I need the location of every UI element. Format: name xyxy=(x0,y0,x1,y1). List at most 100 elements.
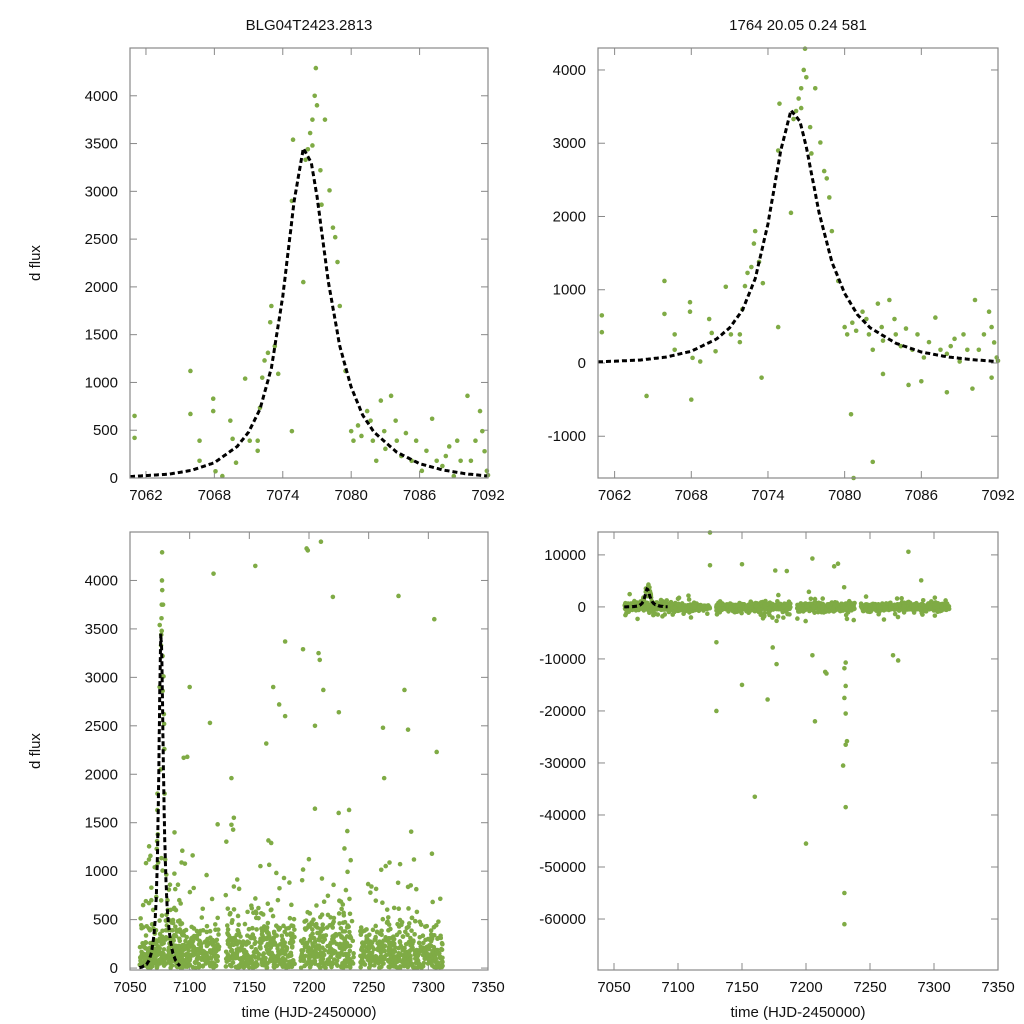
data-point xyxy=(159,578,165,583)
data-point xyxy=(639,605,645,611)
data-point xyxy=(866,332,872,337)
data-point xyxy=(400,934,406,939)
data-point xyxy=(810,652,815,658)
data-point xyxy=(362,953,367,959)
data-point xyxy=(386,928,391,933)
data-point xyxy=(714,612,720,617)
data-point xyxy=(229,936,235,941)
y-tick-label: 2000 xyxy=(85,279,118,296)
data-point xyxy=(380,900,385,906)
data-point xyxy=(413,886,419,892)
x-tick-label: 7100 xyxy=(661,979,694,996)
x-tick-label: 7086 xyxy=(905,487,938,504)
data-point xyxy=(906,382,911,388)
data-point xyxy=(176,959,181,965)
data-point xyxy=(688,615,694,620)
data-point xyxy=(842,695,847,701)
data-point xyxy=(851,617,857,623)
data-point xyxy=(397,940,403,945)
data-point xyxy=(229,920,235,926)
data-point xyxy=(808,596,814,602)
data-point xyxy=(272,942,278,947)
data-point xyxy=(744,603,750,609)
data-point xyxy=(410,963,415,969)
data-point xyxy=(230,827,236,832)
data-point xyxy=(705,611,710,617)
data-point xyxy=(209,896,215,902)
data-point xyxy=(339,943,344,948)
data-point xyxy=(672,347,677,353)
data-point xyxy=(430,963,435,968)
data-point xyxy=(337,303,343,309)
data-point xyxy=(207,928,213,934)
data-point xyxy=(381,428,387,434)
data-point xyxy=(901,600,907,606)
data-point xyxy=(235,913,241,919)
data-point xyxy=(875,301,881,306)
data-point xyxy=(798,85,804,91)
data-point xyxy=(841,584,847,590)
y-tick-label: -20000 xyxy=(539,703,586,720)
data-point xyxy=(898,343,904,349)
data-point xyxy=(867,607,872,612)
data-point xyxy=(280,937,286,942)
data-point xyxy=(440,463,445,469)
data-point xyxy=(888,605,894,611)
data-point xyxy=(227,957,232,963)
data-point xyxy=(321,899,327,905)
data-point xyxy=(347,929,352,935)
data-point xyxy=(714,708,719,714)
data-point xyxy=(228,418,233,423)
data-point xyxy=(451,473,457,479)
data-point xyxy=(287,915,293,921)
data-point xyxy=(256,905,261,911)
data-point xyxy=(274,933,279,938)
data-point xyxy=(376,960,381,965)
data-point xyxy=(895,614,901,620)
y-tick-label: 0 xyxy=(110,470,118,487)
data-point xyxy=(253,563,258,569)
data-point xyxy=(276,702,282,707)
data-point xyxy=(390,963,396,968)
data-point xyxy=(227,912,233,917)
data-point xyxy=(892,316,897,322)
data-point xyxy=(234,877,240,882)
data-point xyxy=(766,610,771,615)
data-point xyxy=(411,938,416,944)
data-point xyxy=(781,615,786,620)
data-point xyxy=(433,956,439,961)
x-tick-label: 7350 xyxy=(471,979,504,996)
data-point xyxy=(338,926,344,931)
data-point xyxy=(266,862,272,868)
data-point xyxy=(799,606,804,612)
data-point xyxy=(368,418,373,423)
data-point xyxy=(332,234,338,240)
data-point xyxy=(414,909,420,915)
data-point xyxy=(369,884,374,889)
data-point xyxy=(314,903,319,908)
data-point xyxy=(266,838,271,843)
data-point xyxy=(393,960,399,965)
data-point xyxy=(184,754,190,760)
data-point xyxy=(343,887,349,893)
data-point xyxy=(380,916,386,922)
data-point xyxy=(277,885,282,891)
data-point xyxy=(229,775,234,781)
data-point xyxy=(412,918,418,924)
data-point xyxy=(739,561,745,567)
data-point xyxy=(345,923,351,928)
data-point xyxy=(775,324,781,330)
data-point xyxy=(175,952,180,958)
data-point xyxy=(417,961,422,967)
data-point xyxy=(770,645,776,650)
data-point xyxy=(321,687,326,693)
data-point xyxy=(436,951,441,957)
data-point xyxy=(261,924,267,929)
data-point xyxy=(981,332,987,337)
data-points xyxy=(622,530,952,927)
data-point xyxy=(860,309,865,315)
data-point xyxy=(843,683,848,689)
data-point xyxy=(878,605,884,610)
data-point xyxy=(275,371,281,377)
data-point xyxy=(249,954,255,959)
